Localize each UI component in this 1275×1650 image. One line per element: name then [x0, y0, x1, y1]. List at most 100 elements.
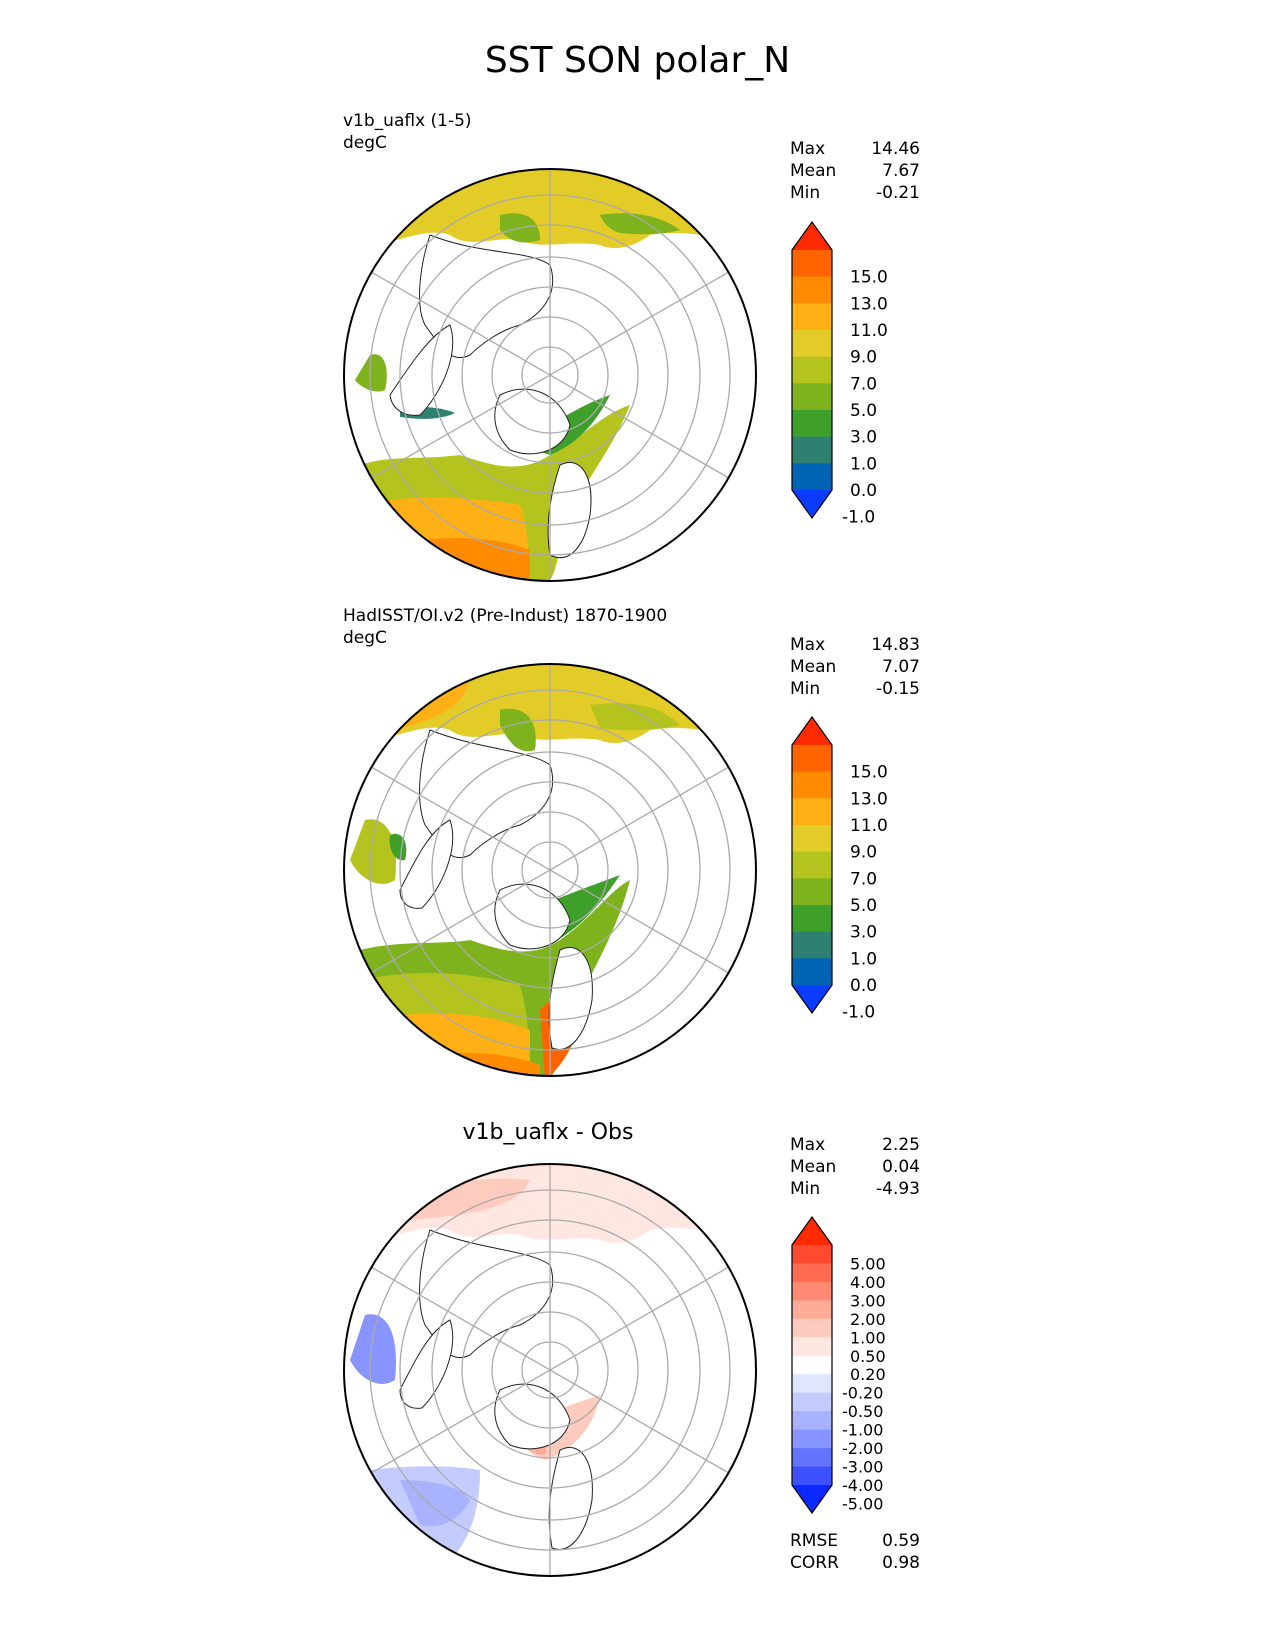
- panel3-polar-map: [343, 1163, 757, 1577]
- colorbar-extend-min: [792, 1485, 832, 1513]
- panel1-case-name: v1b_uaflx (1-5): [343, 111, 472, 131]
- colorbar-segment: [792, 1245, 832, 1264]
- colorbar-tick-label: 0.0: [850, 976, 877, 996]
- colorbar-tick-label: 5.00: [850, 1254, 886, 1273]
- colorbar-tick-label: -1.0: [842, 1003, 875, 1023]
- colorbar-segment: [792, 1263, 832, 1283]
- colorbar-tick-label: -3.00: [842, 1458, 883, 1477]
- colorbar-tick-label: 13.0: [850, 294, 888, 314]
- colorbar-tick-label: 5.0: [850, 896, 877, 916]
- colorbar-segment: [792, 905, 832, 933]
- panel1-colorbar: 15.0 13.0 11.0 9.0 7.0 5.0 3.0 1.0 0.0 -1.0: [791, 220, 888, 528]
- colorbar-segment: [792, 1318, 832, 1338]
- stat-value: 7.67: [882, 161, 920, 181]
- colorbar-tick-label: 3.00: [850, 1291, 886, 1310]
- colorbar-segment: [792, 878, 832, 906]
- stat-value: -0.21: [876, 183, 920, 203]
- colorbar-segment: [792, 1355, 832, 1375]
- panel1-label: v1b_uaflx (1-5) degC: [343, 110, 472, 154]
- panel2-map-boundary: [343, 663, 757, 1077]
- panel1-polar-map: [343, 168, 757, 582]
- colorbar-outline: [791, 220, 833, 520]
- colorbar-tick-label: 1.00: [850, 1328, 886, 1347]
- panel2-units: degC: [343, 628, 387, 648]
- metric-value: 0.59: [882, 1531, 920, 1551]
- panel1-graticule: [358, 169, 742, 581]
- colorbar-tick-label: 11.0: [850, 321, 888, 341]
- stat-label: Max: [790, 635, 826, 655]
- colorbar-extend-min: [792, 985, 832, 1013]
- colorbar-tick-label: 15.0: [850, 763, 888, 783]
- colorbar-tick-label: 9.0: [850, 843, 877, 863]
- metric-label: CORR: [790, 1553, 839, 1573]
- colorbar-tick-label: 1.0: [850, 949, 877, 969]
- panel2-hudson-green: [350, 819, 396, 884]
- panel1-land-canada: [389, 324, 454, 416]
- panel3-land-greenland: [494, 1383, 571, 1450]
- colorbar-tick-label: -0.50: [842, 1402, 883, 1421]
- panel1-stats: Max 14.46 Mean 7.67 Min -0.21: [790, 138, 920, 204]
- colorbar-segment: [792, 1374, 832, 1394]
- colorbar-tick-label: 4.00: [850, 1273, 886, 1292]
- panel2-stats: Max 14.83 Mean 7.07 Min -0.15: [790, 634, 920, 700]
- panel3-map-boundary: [343, 1163, 757, 1577]
- panel3-stats: Max 2.25 Mean 0.04 Min -4.93: [790, 1134, 920, 1200]
- colorbar-segment: [792, 383, 832, 411]
- colorbar-segment: [792, 436, 832, 464]
- figure-title: SST SON polar_N: [484, 40, 791, 81]
- colorbar-segment: [792, 1429, 832, 1449]
- stat-label: Min: [790, 1179, 821, 1199]
- metric-value: 0.98: [882, 1553, 920, 1573]
- colorbar-segment: [792, 825, 832, 853]
- panel3-metrics: RMSE 0.59 CORR 0.98: [790, 1530, 920, 1574]
- stat-label: Max: [790, 139, 826, 159]
- panel3-land-canada: [399, 1319, 454, 1409]
- colorbar-segment: [792, 931, 832, 959]
- panel2-land-asia: [419, 729, 554, 859]
- colorbar-segment: [792, 1411, 832, 1431]
- panel2-land-greenland: [494, 883, 571, 950]
- colorbar-segment: [792, 798, 832, 826]
- stat-value: 14.46: [871, 139, 920, 159]
- colorbar-extend-min: [792, 490, 832, 518]
- colorbar-outline: [791, 715, 833, 1015]
- stat-label: Max: [790, 1135, 826, 1155]
- panel1-pacific-green: [600, 213, 680, 235]
- colorbar-segment: [792, 771, 832, 799]
- colorbar-tick-label: -1.0: [842, 508, 875, 528]
- panel1-land-asia: [419, 234, 554, 359]
- colorbar-segment: [792, 276, 832, 304]
- colorbar-tick-label: -5.00: [842, 1494, 883, 1513]
- colorbar-segment: [792, 1466, 832, 1486]
- panel2-obs-name: HadISST/OI.v2 (Pre-Indust) 1870-1900: [343, 606, 668, 626]
- colorbar-segment: [792, 250, 832, 278]
- colorbar-segment: [792, 463, 832, 491]
- colorbar-tick-label: 3.0: [850, 923, 877, 943]
- panel1-units: degC: [343, 133, 387, 153]
- colorbar-segment: [792, 303, 832, 331]
- colorbar-segment: [792, 745, 832, 773]
- colorbar-extend-max: [792, 717, 832, 745]
- colorbar-tick-label: 9.0: [850, 348, 877, 368]
- stat-label: Mean: [790, 161, 837, 181]
- colorbar-tick-label: 0.50: [850, 1347, 886, 1366]
- colorbar-segment: [792, 356, 832, 384]
- colorbar-segment: [792, 330, 832, 358]
- panel2-label: HadISST/OI.v2 (Pre-Indust) 1870-1900 deg…: [343, 605, 667, 649]
- colorbar-segment: [792, 851, 832, 879]
- colorbar-tick-label: 7.0: [850, 869, 877, 889]
- colorbar-tick-label: 3.0: [850, 428, 877, 448]
- panel1-hudson-green: [355, 354, 387, 392]
- stat-label: Mean: [790, 1157, 837, 1177]
- colorbar-tick-label: 7.0: [850, 374, 877, 394]
- panel1-atlantic-hot: [390, 538, 530, 581]
- panel2-pacific-green: [590, 703, 680, 731]
- metric-label: RMSE: [790, 1531, 839, 1551]
- colorbar-segment: [792, 1448, 832, 1468]
- colorbar-outline: [791, 1215, 833, 1515]
- stat-label: Min: [790, 679, 821, 699]
- panel2-land-canada: [399, 819, 454, 909]
- colorbar-tick-label: -1.00: [842, 1421, 883, 1440]
- colorbar-tick-label: 11.0: [850, 816, 888, 836]
- stat-label: Min: [790, 183, 821, 203]
